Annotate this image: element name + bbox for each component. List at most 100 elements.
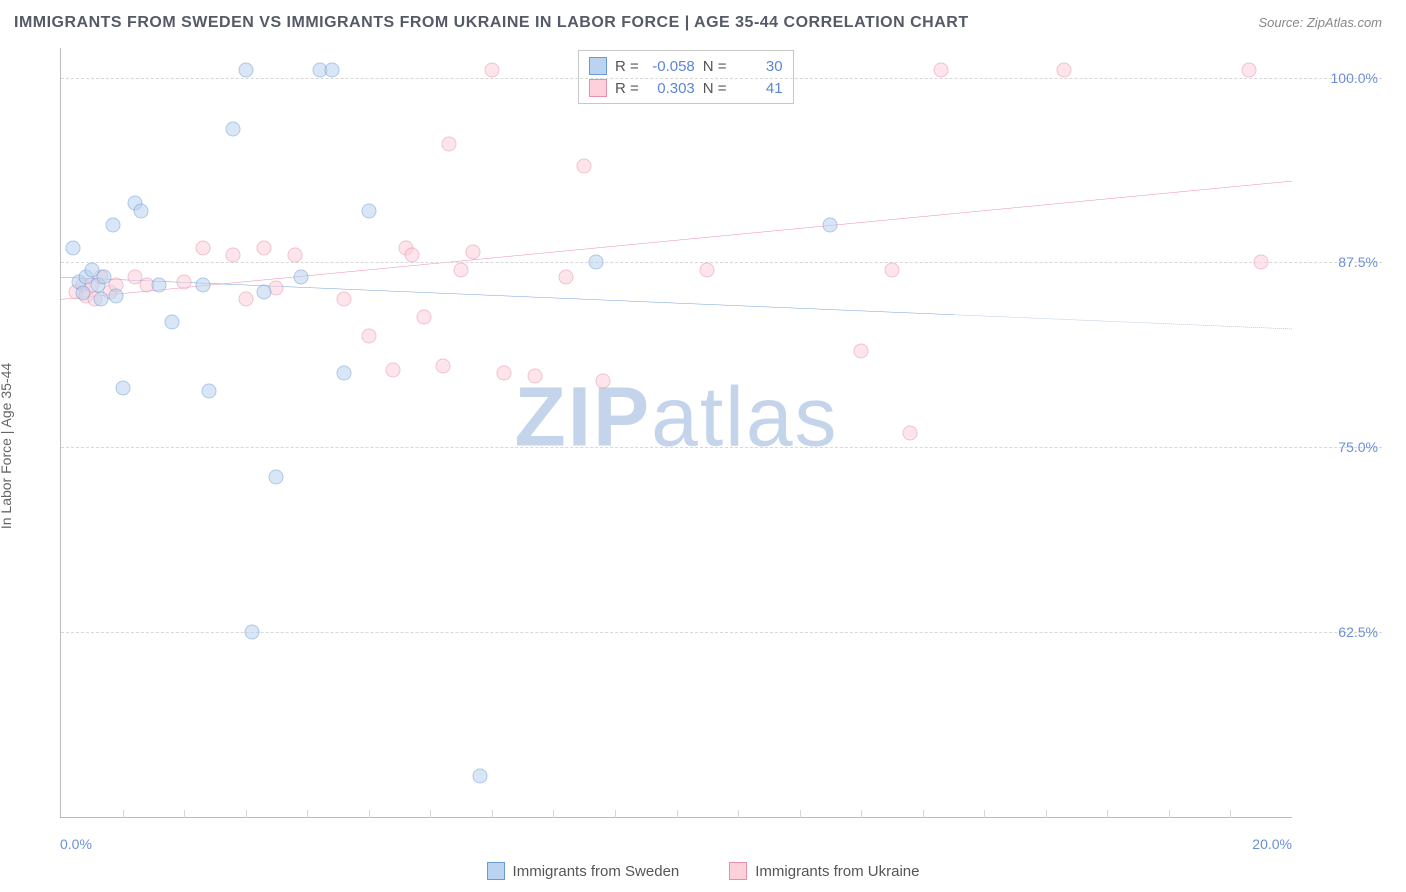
swatch-ukraine bbox=[589, 79, 607, 97]
x-minor-tick bbox=[984, 810, 985, 818]
scatter-point-sweden bbox=[257, 285, 272, 300]
x-minor-tick bbox=[123, 810, 124, 818]
scatter-point-sweden bbox=[164, 314, 179, 329]
scatter-point-ukraine bbox=[595, 373, 610, 388]
scatter-point-ukraine bbox=[361, 329, 376, 344]
x-minor-tick bbox=[1169, 810, 1170, 818]
x-tick-min: 0.0% bbox=[60, 836, 92, 852]
legend-item-ukraine: Immigrants from Ukraine bbox=[729, 862, 919, 880]
y-tick-label: 62.5% bbox=[1338, 624, 1378, 640]
stats-row-ukraine: R = 0.303 N = 41 bbox=[589, 77, 783, 99]
x-minor-tick bbox=[800, 810, 801, 818]
scatter-point-sweden bbox=[94, 292, 109, 307]
scatter-point-sweden bbox=[238, 63, 253, 78]
plot-area: ZIPatlas R = -0.058 N = 30 R = 0.303 N =… bbox=[60, 48, 1292, 818]
scatter-point-sweden bbox=[152, 277, 167, 292]
scatter-point-ukraine bbox=[257, 240, 272, 255]
scatter-point-sweden bbox=[244, 625, 259, 640]
scatter-point-ukraine bbox=[454, 262, 469, 277]
scatter-point-sweden bbox=[324, 63, 339, 78]
legend-item-sweden: Immigrants from Sweden bbox=[487, 862, 680, 880]
stats-sweden-n: 30 bbox=[735, 58, 783, 75]
x-minor-tick bbox=[430, 810, 431, 818]
scatter-point-ukraine bbox=[854, 344, 869, 359]
scatter-point-ukraine bbox=[435, 358, 450, 373]
x-minor-tick bbox=[369, 810, 370, 818]
y-tick-label: 87.5% bbox=[1338, 254, 1378, 270]
source-attribution: Source: ZipAtlas.com bbox=[1258, 15, 1382, 30]
x-minor-tick bbox=[615, 810, 616, 818]
scatter-point-sweden bbox=[226, 122, 241, 137]
x-minor-tick bbox=[677, 810, 678, 818]
y-tick-label: 100.0% bbox=[1331, 70, 1378, 86]
scatter-point-ukraine bbox=[1057, 63, 1072, 78]
scatter-point-sweden bbox=[75, 286, 90, 301]
scatter-point-ukraine bbox=[558, 270, 573, 285]
scatter-point-sweden bbox=[115, 381, 130, 396]
scatter-point-ukraine bbox=[577, 159, 592, 174]
x-minor-tick bbox=[1107, 810, 1108, 818]
legend-swatch-sweden bbox=[487, 862, 505, 880]
scatter-point-ukraine bbox=[466, 245, 481, 260]
stats-ukraine-r: 0.303 bbox=[647, 80, 695, 97]
scatter-point-sweden bbox=[589, 255, 604, 270]
scatter-point-ukraine bbox=[386, 363, 401, 378]
stats-ukraine-n: 41 bbox=[735, 80, 783, 97]
scatter-point-sweden bbox=[134, 203, 149, 218]
stats-label-n: N = bbox=[703, 80, 727, 97]
scatter-point-ukraine bbox=[337, 292, 352, 307]
gridline-h bbox=[61, 262, 1382, 263]
x-minor-tick bbox=[861, 810, 862, 818]
stats-label-r: R = bbox=[615, 80, 639, 97]
scatter-point-ukraine bbox=[527, 369, 542, 384]
scatter-point-ukraine bbox=[484, 63, 499, 78]
scatter-point-ukraine bbox=[417, 310, 432, 325]
scatter-point-ukraine bbox=[1241, 63, 1256, 78]
trend-line bbox=[61, 181, 1292, 299]
legend-label-sweden: Immigrants from Sweden bbox=[513, 863, 680, 880]
scatter-point-ukraine bbox=[195, 240, 210, 255]
x-minor-tick bbox=[738, 810, 739, 818]
scatter-point-sweden bbox=[269, 469, 284, 484]
scatter-point-ukraine bbox=[903, 425, 918, 440]
x-tick-max: 20.0% bbox=[1252, 836, 1292, 852]
scatter-point-ukraine bbox=[226, 248, 241, 263]
chart-container: In Labor Force | Age 35-44 ZIPatlas R = … bbox=[14, 48, 1382, 844]
scatter-point-sweden bbox=[823, 218, 838, 233]
scatter-point-sweden bbox=[66, 240, 81, 255]
scatter-point-sweden bbox=[97, 270, 112, 285]
scatter-point-sweden bbox=[294, 270, 309, 285]
scatter-point-sweden bbox=[201, 384, 216, 399]
scatter-point-ukraine bbox=[497, 366, 512, 381]
scatter-point-sweden bbox=[195, 277, 210, 292]
swatch-sweden bbox=[589, 57, 607, 75]
x-minor-tick bbox=[1230, 810, 1231, 818]
x-minor-tick bbox=[1046, 810, 1047, 818]
legend-swatch-ukraine bbox=[729, 862, 747, 880]
scatter-point-ukraine bbox=[441, 137, 456, 152]
scatter-point-ukraine bbox=[934, 63, 949, 78]
trend-lines bbox=[61, 48, 1292, 817]
x-minor-tick bbox=[492, 810, 493, 818]
stats-label-r: R = bbox=[615, 58, 639, 75]
x-minor-tick bbox=[553, 810, 554, 818]
x-minor-tick bbox=[184, 810, 185, 818]
y-axis-label: In Labor Force | Age 35-44 bbox=[0, 363, 14, 529]
scatter-point-ukraine bbox=[700, 262, 715, 277]
gridline-h bbox=[61, 447, 1382, 448]
legend-label-ukraine: Immigrants from Ukraine bbox=[755, 863, 919, 880]
x-minor-tick bbox=[307, 810, 308, 818]
scatter-point-sweden bbox=[106, 218, 121, 233]
trend-line bbox=[953, 315, 1292, 329]
x-minor-tick bbox=[923, 810, 924, 818]
scatter-point-sweden bbox=[109, 289, 124, 304]
stats-sweden-r: -0.058 bbox=[647, 58, 695, 75]
scatter-point-sweden bbox=[361, 203, 376, 218]
y-tick-label: 75.0% bbox=[1338, 439, 1378, 455]
scatter-point-ukraine bbox=[1254, 255, 1269, 270]
x-minor-tick bbox=[246, 810, 247, 818]
chart-title: IMMIGRANTS FROM SWEDEN VS IMMIGRANTS FRO… bbox=[14, 14, 969, 32]
scatter-point-ukraine bbox=[177, 274, 192, 289]
scatter-point-sweden bbox=[337, 366, 352, 381]
stats-row-sweden: R = -0.058 N = 30 bbox=[589, 55, 783, 77]
